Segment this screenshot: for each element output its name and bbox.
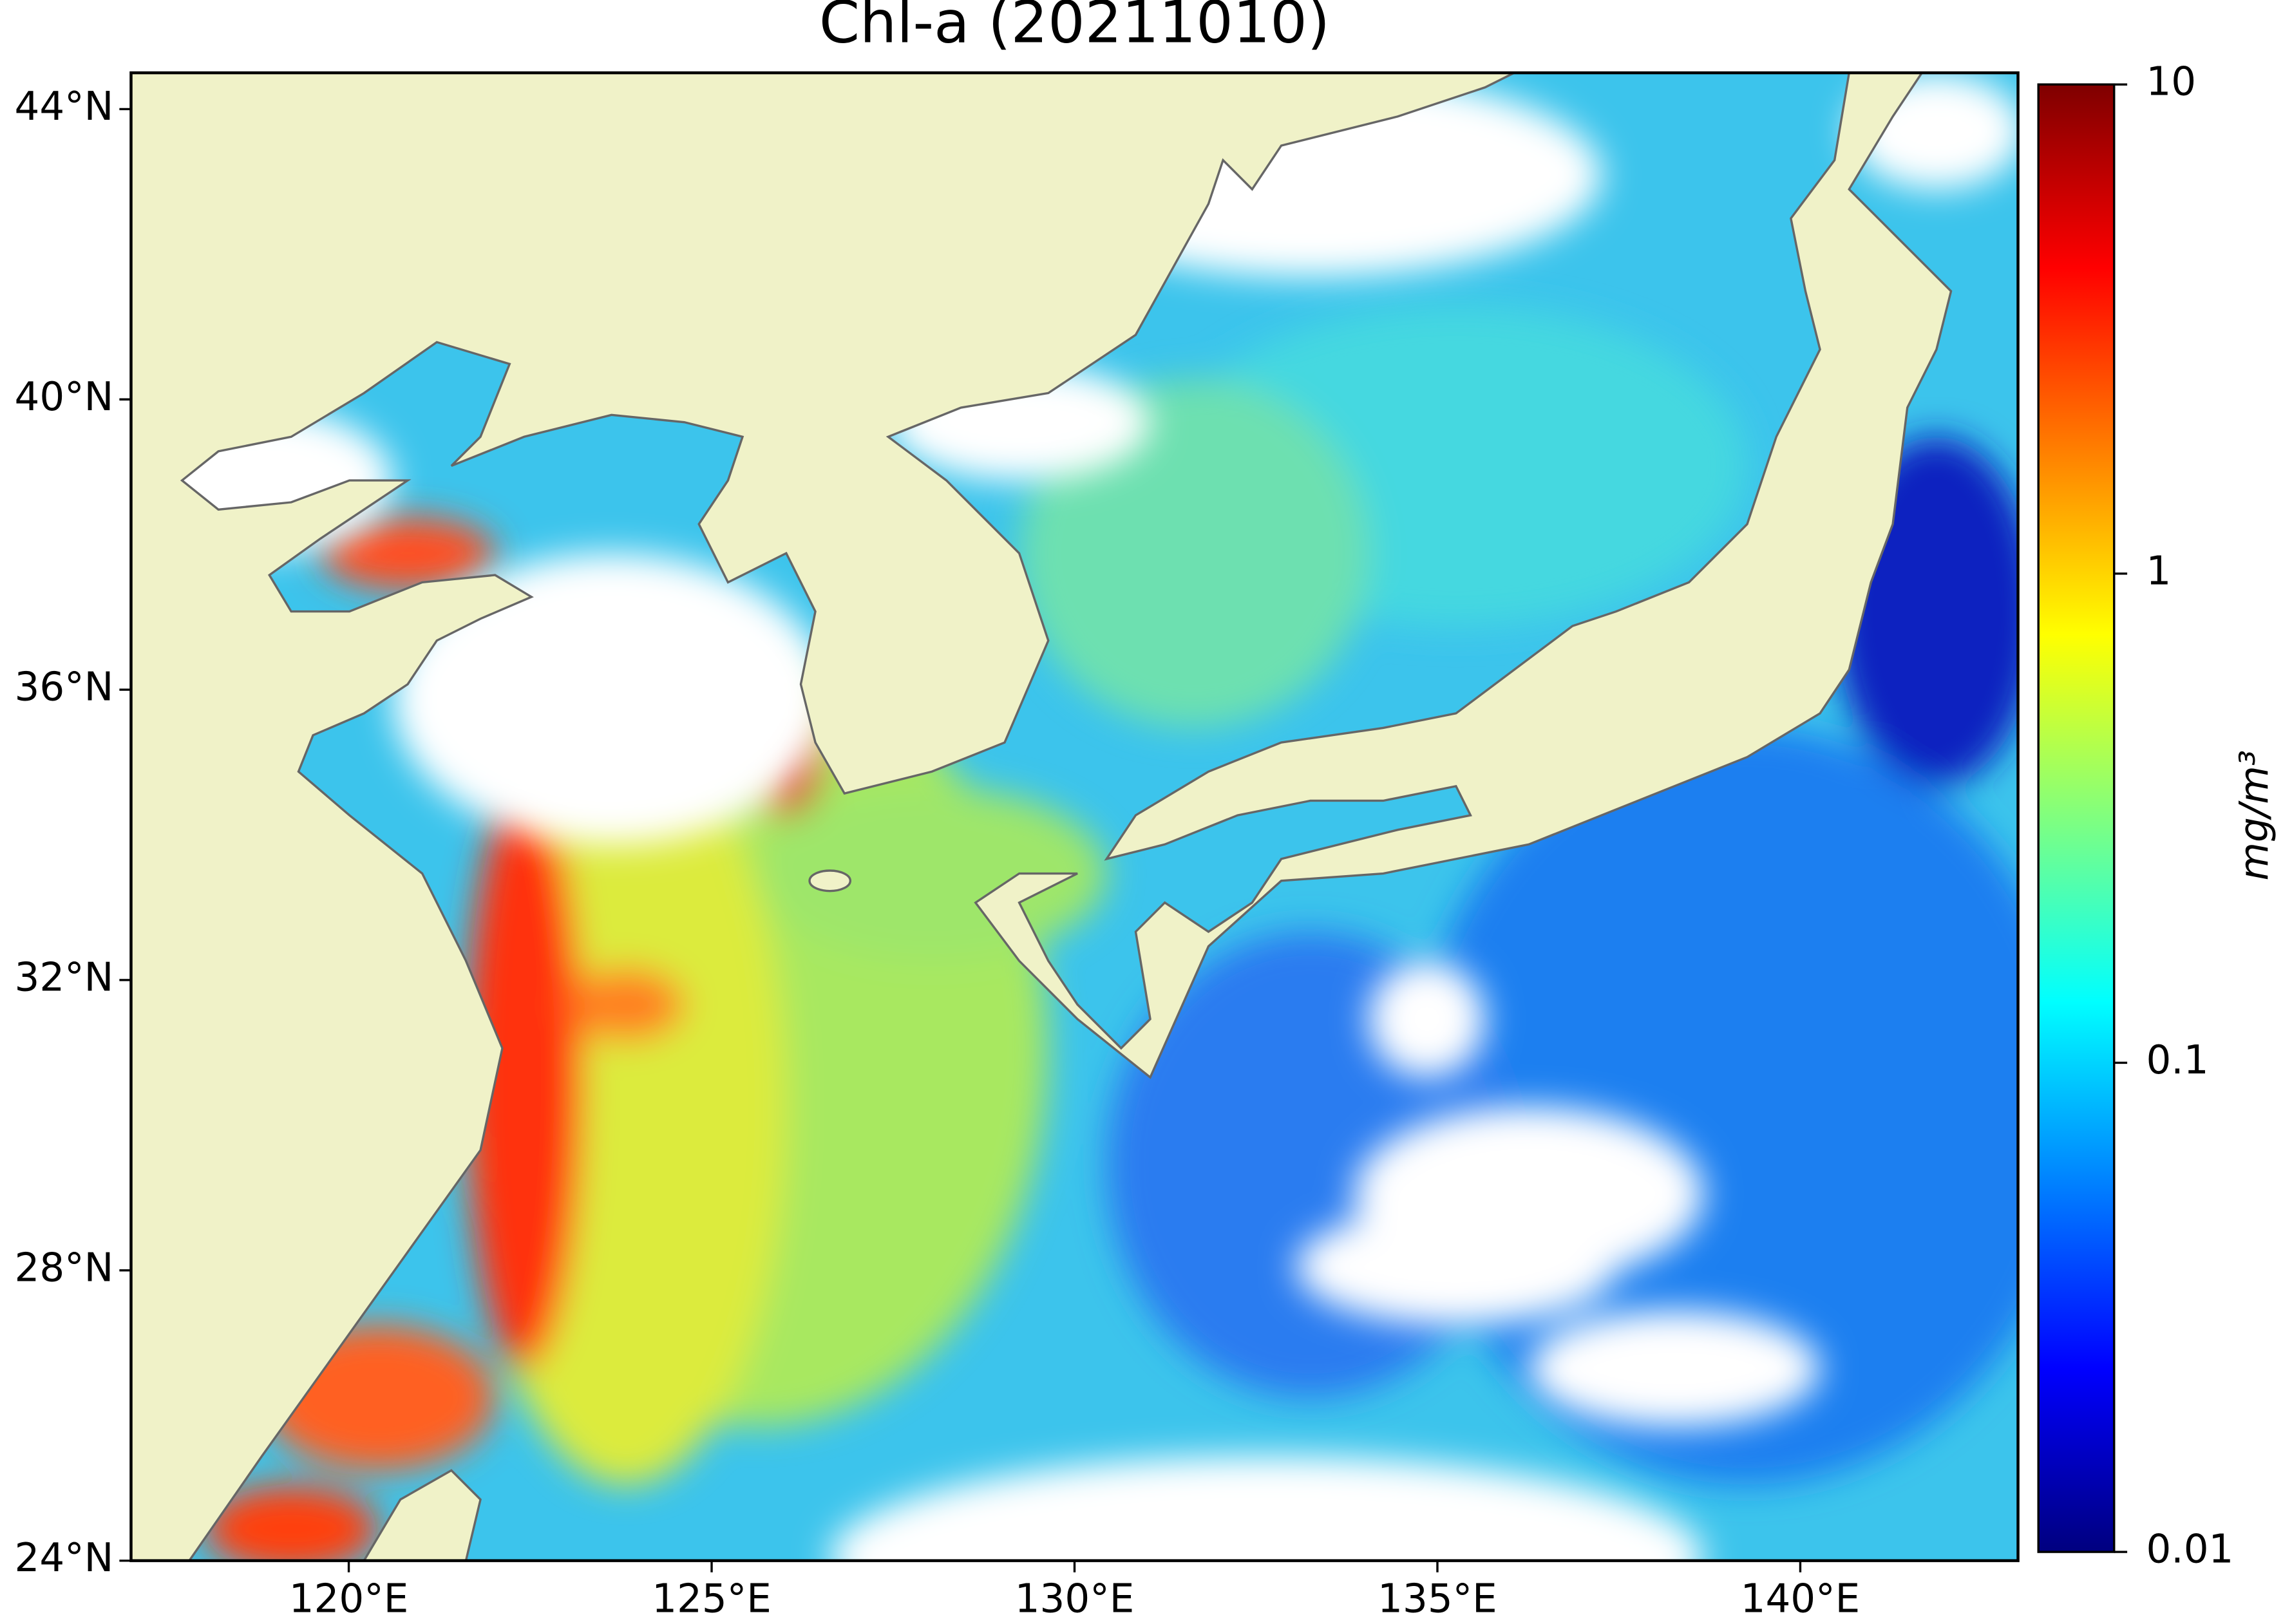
chart-title: Chl-a (20211010) bbox=[819, 0, 1330, 57]
y-tick-label: 24°N bbox=[15, 1535, 114, 1581]
x-tick-label: 130°E bbox=[1015, 1576, 1135, 1622]
y-tick-label: 36°N bbox=[15, 665, 114, 710]
colorbar-tick-label: 10 bbox=[2146, 59, 2196, 105]
x-tick-label: 135°E bbox=[1378, 1576, 1497, 1622]
cloud-gaps bbox=[182, 73, 2018, 1561]
colorbar-tick-label: 1 bbox=[2146, 548, 2171, 594]
y-tick-label: 40°N bbox=[15, 374, 114, 420]
y-tick-label: 28°N bbox=[15, 1245, 114, 1290]
taiwan-island bbox=[363, 1469, 482, 1561]
y-tick-label: 44°N bbox=[15, 84, 114, 129]
colorbar bbox=[2037, 83, 2116, 1553]
x-tick-label: 120°E bbox=[289, 1576, 409, 1622]
colorbar-tick-label: 0.1 bbox=[2146, 1037, 2208, 1083]
x-tick-label: 125°E bbox=[652, 1576, 772, 1622]
colorbar-label: mg/m³ bbox=[2231, 750, 2277, 881]
y-tick-label: 32°N bbox=[15, 955, 114, 1001]
x-tick-label: 140°E bbox=[1741, 1576, 1861, 1622]
jeju-island bbox=[808, 869, 852, 892]
map-area bbox=[131, 73, 2018, 1561]
colorbar-tick-label: 0.01 bbox=[2146, 1527, 2233, 1572]
